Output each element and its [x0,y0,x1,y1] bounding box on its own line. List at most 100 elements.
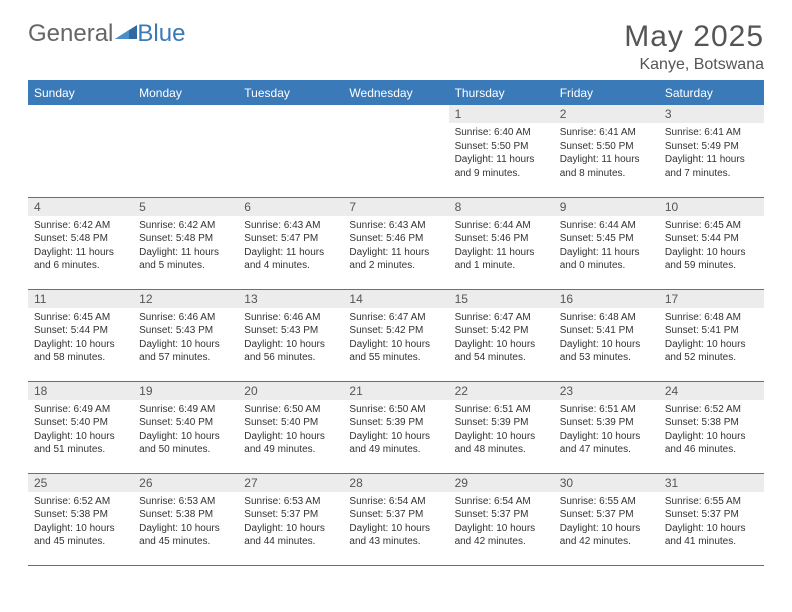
sunrise-text: Sunrise: 6:52 AM [34,495,127,509]
calendar-cell: 3Sunrise: 6:41 AMSunset: 5:49 PMDaylight… [659,105,764,197]
day-details: Sunrise: 6:53 AMSunset: 5:37 PMDaylight:… [238,492,343,551]
sunset-text: Sunset: 5:41 PM [560,324,653,338]
day-details: Sunrise: 6:45 AMSunset: 5:44 PMDaylight:… [28,308,133,367]
calendar-cell: 31Sunrise: 6:55 AMSunset: 5:37 PMDayligh… [659,473,764,565]
sunrise-text: Sunrise: 6:44 AM [560,219,653,233]
sunset-text: Sunset: 5:48 PM [34,232,127,246]
brand-mark-icon [115,20,137,48]
sunrise-text: Sunrise: 6:53 AM [244,495,337,509]
sunrise-text: Sunrise: 6:55 AM [665,495,758,509]
calendar-cell: 28Sunrise: 6:54 AMSunset: 5:37 PMDayligh… [343,473,448,565]
daylight-text: Daylight: 11 hours and 5 minutes. [139,246,232,273]
calendar-cell: 9Sunrise: 6:44 AMSunset: 5:45 PMDaylight… [554,197,659,289]
daylight-text: Daylight: 10 hours and 49 minutes. [244,430,337,457]
day-number [238,105,343,109]
daylight-text: Daylight: 11 hours and 6 minutes. [34,246,127,273]
calendar-cell: 30Sunrise: 6:55 AMSunset: 5:37 PMDayligh… [554,473,659,565]
day-number: 8 [449,198,554,216]
calendar-week-row: 4Sunrise: 6:42 AMSunset: 5:48 PMDaylight… [28,197,764,289]
daylight-text: Daylight: 10 hours and 56 minutes. [244,338,337,365]
day-number: 9 [554,198,659,216]
calendar-cell: 1Sunrise: 6:40 AMSunset: 5:50 PMDaylight… [449,105,554,197]
calendar-cell: 20Sunrise: 6:50 AMSunset: 5:40 PMDayligh… [238,381,343,473]
day-details: Sunrise: 6:44 AMSunset: 5:46 PMDaylight:… [449,216,554,275]
sunset-text: Sunset: 5:44 PM [665,232,758,246]
day-number: 3 [659,105,764,123]
calendar-cell [343,105,448,197]
month-title: May 2025 [624,20,764,54]
day-number: 13 [238,290,343,308]
day-number: 1 [449,105,554,123]
sunrise-text: Sunrise: 6:53 AM [139,495,232,509]
col-sun: Sunday [28,81,133,105]
day-details: Sunrise: 6:50 AMSunset: 5:40 PMDaylight:… [238,400,343,459]
sunrise-text: Sunrise: 6:50 AM [349,403,442,417]
day-details: Sunrise: 6:42 AMSunset: 5:48 PMDaylight:… [28,216,133,275]
day-number: 23 [554,382,659,400]
calendar-cell: 25Sunrise: 6:52 AMSunset: 5:38 PMDayligh… [28,473,133,565]
daylight-text: Daylight: 10 hours and 59 minutes. [665,246,758,273]
day-details: Sunrise: 6:46 AMSunset: 5:43 PMDaylight:… [238,308,343,367]
calendar-cell: 29Sunrise: 6:54 AMSunset: 5:37 PMDayligh… [449,473,554,565]
col-fri: Friday [554,81,659,105]
day-details: Sunrise: 6:48 AMSunset: 5:41 PMDaylight:… [659,308,764,367]
daylight-text: Daylight: 10 hours and 46 minutes. [665,430,758,457]
sunrise-text: Sunrise: 6:41 AM [665,126,758,140]
daylight-text: Daylight: 10 hours and 57 minutes. [139,338,232,365]
sunset-text: Sunset: 5:37 PM [560,508,653,522]
sunrise-text: Sunrise: 6:45 AM [665,219,758,233]
daylight-text: Daylight: 10 hours and 45 minutes. [139,522,232,549]
daylight-text: Daylight: 10 hours and 41 minutes. [665,522,758,549]
col-wed: Wednesday [343,81,448,105]
brand-logo: General Blue [28,20,185,48]
sunrise-text: Sunrise: 6:48 AM [560,311,653,325]
sunrise-text: Sunrise: 6:49 AM [139,403,232,417]
sunset-text: Sunset: 5:40 PM [139,416,232,430]
day-number: 24 [659,382,764,400]
sunrise-text: Sunrise: 6:44 AM [455,219,548,233]
daylight-text: Daylight: 10 hours and 43 minutes. [349,522,442,549]
sunset-text: Sunset: 5:38 PM [665,416,758,430]
calendar-cell: 11Sunrise: 6:45 AMSunset: 5:44 PMDayligh… [28,289,133,381]
sunrise-text: Sunrise: 6:51 AM [560,403,653,417]
day-number: 28 [343,474,448,492]
day-header-row: Sunday Monday Tuesday Wednesday Thursday… [28,81,764,105]
sunrise-text: Sunrise: 6:46 AM [244,311,337,325]
day-details: Sunrise: 6:54 AMSunset: 5:37 PMDaylight:… [449,492,554,551]
sunrise-text: Sunrise: 6:55 AM [560,495,653,509]
sunrise-text: Sunrise: 6:43 AM [244,219,337,233]
daylight-text: Daylight: 11 hours and 1 minute. [455,246,548,273]
day-details: Sunrise: 6:47 AMSunset: 5:42 PMDaylight:… [343,308,448,367]
sunset-text: Sunset: 5:37 PM [244,508,337,522]
sunrise-text: Sunrise: 6:41 AM [560,126,653,140]
calendar-cell: 6Sunrise: 6:43 AMSunset: 5:47 PMDaylight… [238,197,343,289]
daylight-text: Daylight: 10 hours and 50 minutes. [139,430,232,457]
day-number: 12 [133,290,238,308]
sunrise-text: Sunrise: 6:42 AM [139,219,232,233]
calendar-cell: 8Sunrise: 6:44 AMSunset: 5:46 PMDaylight… [449,197,554,289]
day-details: Sunrise: 6:47 AMSunset: 5:42 PMDaylight:… [449,308,554,367]
day-number: 14 [343,290,448,308]
sunset-text: Sunset: 5:39 PM [560,416,653,430]
day-number: 2 [554,105,659,123]
day-details: Sunrise: 6:41 AMSunset: 5:49 PMDaylight:… [659,123,764,182]
sunset-text: Sunset: 5:39 PM [455,416,548,430]
sunset-text: Sunset: 5:47 PM [244,232,337,246]
sunset-text: Sunset: 5:43 PM [244,324,337,338]
brand-general: General [28,20,113,48]
day-number [133,105,238,109]
title-block: May 2025 Kanye, Botswana [624,20,764,74]
daylight-text: Daylight: 10 hours and 44 minutes. [244,522,337,549]
sunrise-text: Sunrise: 6:45 AM [34,311,127,325]
calendar-cell: 24Sunrise: 6:52 AMSunset: 5:38 PMDayligh… [659,381,764,473]
col-mon: Monday [133,81,238,105]
day-details: Sunrise: 6:46 AMSunset: 5:43 PMDaylight:… [133,308,238,367]
sunrise-text: Sunrise: 6:51 AM [455,403,548,417]
daylight-text: Daylight: 10 hours and 52 minutes. [665,338,758,365]
sunset-text: Sunset: 5:37 PM [455,508,548,522]
calendar-cell: 22Sunrise: 6:51 AMSunset: 5:39 PMDayligh… [449,381,554,473]
day-details: Sunrise: 6:49 AMSunset: 5:40 PMDaylight:… [133,400,238,459]
sunset-text: Sunset: 5:37 PM [349,508,442,522]
daylight-text: Daylight: 10 hours and 51 minutes. [34,430,127,457]
calendar-cell: 10Sunrise: 6:45 AMSunset: 5:44 PMDayligh… [659,197,764,289]
